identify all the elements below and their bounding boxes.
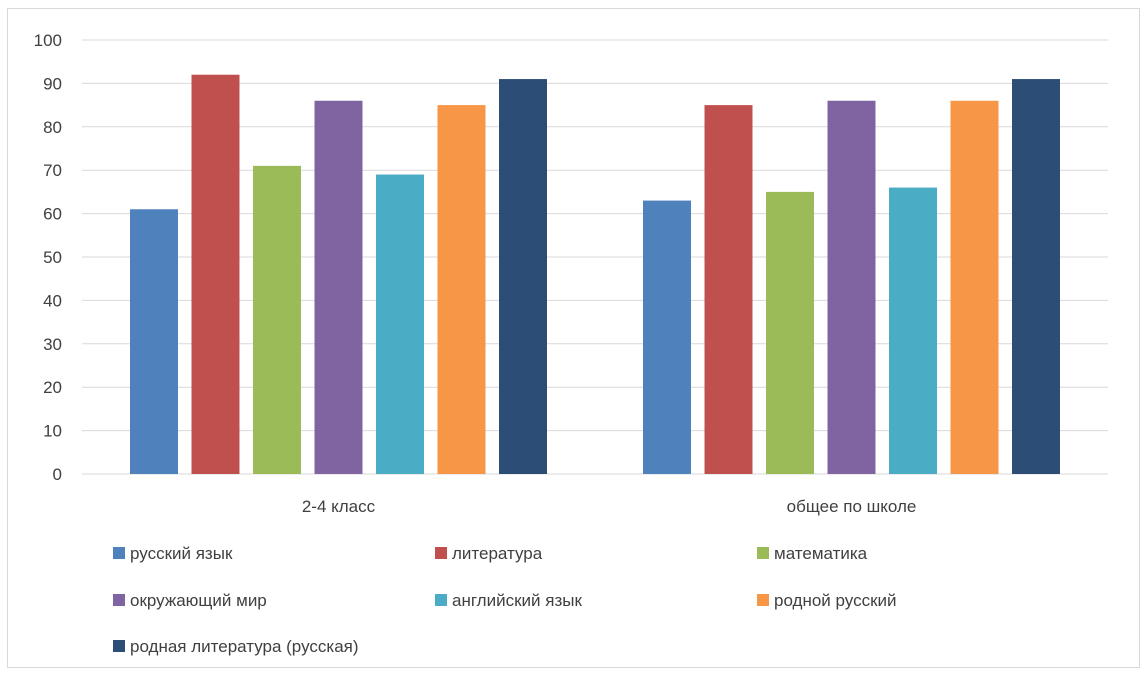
legend-label: родной русский	[774, 591, 897, 610]
bar-6-1	[437, 105, 486, 474]
bar-7-1	[499, 79, 547, 474]
x-category-label: общее по школе	[787, 497, 917, 516]
bar-5-1	[376, 174, 424, 475]
bar-1-1	[130, 209, 178, 474]
y-tick-label: 30	[43, 335, 62, 354]
bar-3-2	[766, 191, 814, 474]
y-axis-ticks: 0 10 20 30 40 50 60 70 80 90 100	[34, 31, 62, 484]
legend-label: родная литература (русская)	[130, 637, 359, 656]
y-tick-label: 80	[43, 118, 62, 137]
legend-swatch	[757, 547, 769, 559]
legend-swatch	[435, 547, 447, 559]
bar-5-2	[889, 187, 937, 474]
legend-label: русский язык	[130, 544, 233, 563]
bar-2-2	[704, 105, 753, 474]
legend-swatch	[113, 640, 125, 652]
bar-4-2	[827, 100, 876, 474]
y-tick-label: 70	[43, 161, 62, 180]
y-tick-label: 100	[34, 31, 62, 50]
x-axis-labels: 2-4 класс общее по школе	[302, 497, 917, 516]
bars	[130, 74, 1060, 475]
legend-label: литература	[452, 544, 543, 563]
bar-6-2	[950, 100, 999, 474]
legend-swatch	[757, 594, 769, 606]
y-tick-label: 20	[43, 378, 62, 397]
bar-7-2	[1012, 79, 1060, 474]
y-tick-label: 0	[53, 465, 62, 484]
bar-3-1	[253, 165, 301, 475]
legend-swatch	[113, 594, 125, 606]
legend-label: окружающий мир	[130, 591, 267, 610]
legend-swatch	[435, 594, 447, 606]
legend-label: английский язык	[452, 591, 582, 610]
x-category-label: 2-4 класс	[302, 497, 376, 516]
legend: русский язык литература математика окружающ…	[113, 544, 897, 656]
legend-swatch	[113, 547, 125, 559]
y-tick-label: 50	[43, 248, 62, 267]
bar-4-1	[314, 100, 363, 474]
y-tick-label: 40	[43, 291, 62, 310]
legend-label: математика	[774, 544, 868, 563]
y-tick-label: 10	[43, 422, 62, 441]
y-tick-label: 60	[43, 205, 62, 224]
bar-1-2	[643, 200, 691, 474]
bar-2-1	[191, 74, 240, 474]
y-tick-label: 90	[43, 74, 62, 93]
